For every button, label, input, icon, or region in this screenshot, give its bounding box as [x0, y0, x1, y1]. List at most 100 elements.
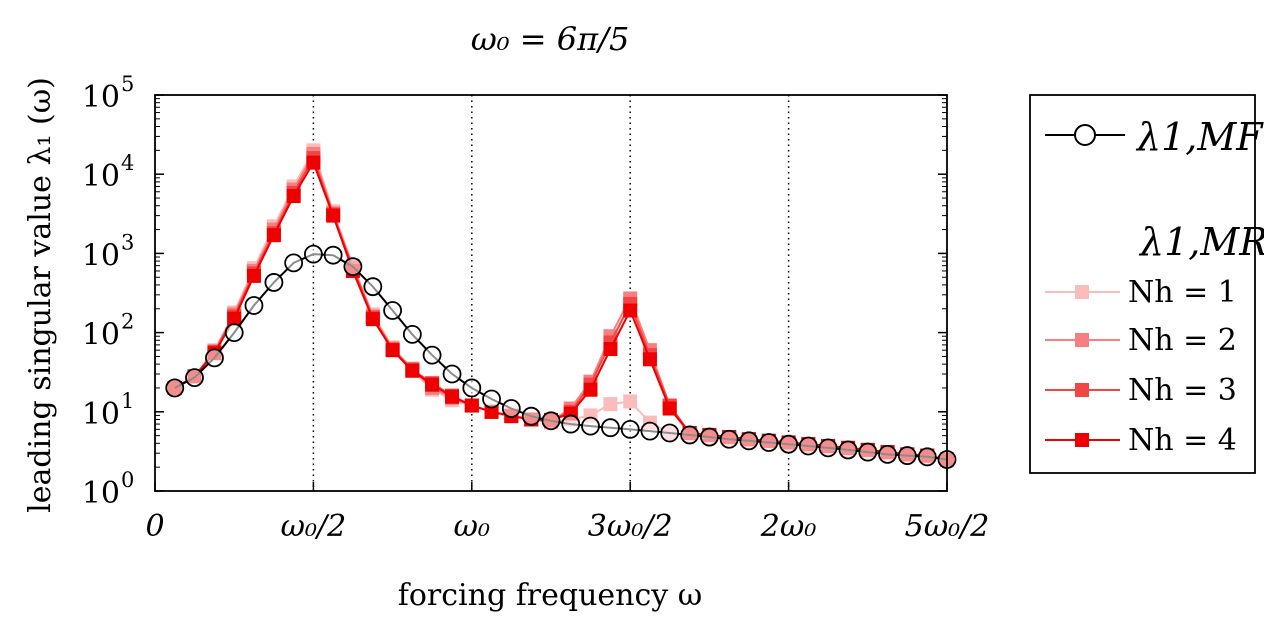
x-ticks: 0 ω₀/2 ω₀ 3ω₀/2 2ω₀ 5ω₀/2 [145, 482, 989, 544]
data-point [561, 414, 581, 434]
data-point [462, 378, 482, 398]
plot-frame [154, 94, 948, 492]
data-point [363, 277, 383, 297]
legend-label-mf: λ1,MF [1135, 115, 1264, 159]
data-point [642, 352, 657, 367]
data-point [323, 245, 343, 265]
legend-label-nh3: Nh = 3 [1128, 373, 1237, 408]
legend-marker-nh4 [1075, 433, 1089, 447]
data-point [660, 423, 680, 443]
data-point [244, 296, 264, 315]
y-tick-label-4: 10 [82, 159, 120, 194]
legend-item-nh1: Nh = 1 [1045, 275, 1237, 310]
data-point [501, 399, 521, 418]
y-tick-label-exp-0: 0 [121, 468, 134, 492]
x-tick-label-1: ω₀/2 [281, 509, 347, 544]
data-point [583, 382, 598, 397]
legend-item-nh3: Nh = 3 [1045, 373, 1237, 408]
data-point [405, 363, 420, 378]
data-point [205, 348, 224, 368]
data-point [521, 406, 541, 426]
data-point [264, 273, 284, 292]
data-point [365, 312, 380, 327]
y-tick-label-2: 10 [82, 318, 120, 353]
vertical-guides [312, 95, 790, 491]
data-point [385, 343, 400, 358]
data-point [464, 398, 479, 413]
data-point [917, 447, 937, 467]
data-point [581, 416, 600, 436]
data-point [603, 342, 618, 357]
data-point [266, 228, 281, 243]
x-tick-label-2: ω₀ [454, 509, 491, 544]
data-point [303, 244, 323, 264]
data-point [286, 189, 301, 204]
data-point [897, 446, 917, 465]
data-point [185, 368, 204, 388]
data-point [798, 436, 818, 456]
data-point [759, 433, 779, 452]
series-3 [167, 151, 954, 467]
data-point [343, 257, 363, 277]
data-point [779, 434, 798, 454]
data-point [246, 268, 261, 283]
y-axis-label: leading singular value λ₁ (ω) [23, 77, 58, 513]
data-point [603, 397, 618, 412]
chart-title: ω₀ = 6π/5 [471, 20, 630, 58]
data-point [620, 419, 640, 439]
data-point [224, 323, 244, 343]
data-point [719, 429, 739, 449]
data-point [227, 311, 242, 326]
data-point [623, 394, 638, 409]
y-tick-label-0: 10 [82, 476, 120, 511]
data-point [326, 208, 341, 223]
data-point [601, 418, 620, 438]
data-point [878, 444, 897, 464]
y-tick-label-exp-1: 1 [121, 389, 134, 413]
data-point [306, 155, 321, 170]
y-tick-label-1: 10 [82, 397, 120, 432]
data-point [838, 440, 858, 460]
legend-marker-nh3 [1075, 383, 1089, 397]
series-line-4 [174, 160, 948, 461]
legend-box [1029, 94, 1256, 474]
x-tick-label-5: 5ω₀/2 [905, 509, 990, 544]
x-tick-label-0: 0 [145, 509, 164, 544]
x-axis-label: forcing frequency ω [398, 578, 703, 613]
legend-marker-nh1 [1075, 285, 1089, 299]
data-point [425, 377, 440, 392]
data-point [680, 425, 700, 445]
series-group [165, 143, 957, 469]
series-2 [167, 146, 954, 467]
data-point [541, 411, 561, 431]
data-point [640, 421, 660, 441]
legend-label-nh2: Nh = 2 [1128, 323, 1237, 358]
y-tick-label-3: 10 [82, 238, 120, 273]
series-1 [167, 143, 954, 467]
y-tick-label-exp-4: 4 [121, 151, 134, 175]
data-point [858, 442, 878, 462]
legend-title-mr: λ1,MR [1138, 220, 1264, 264]
legend-item-nh4: Nh = 4 [1045, 423, 1237, 458]
data-point [623, 303, 638, 318]
data-point [383, 301, 403, 320]
data-point [445, 389, 460, 404]
data-point [422, 345, 442, 365]
legend-label-nh4: Nh = 4 [1128, 423, 1237, 458]
y-tick-label-exp-5: 5 [121, 72, 134, 96]
legend: λ1,MF λ1,MR Nh = 1 Nh = 2 Nh = 3 Nh = 4 [1029, 94, 1264, 474]
data-point [442, 364, 462, 384]
data-point [484, 404, 499, 419]
data-point [402, 324, 422, 344]
y-tick-label-exp-2: 2 [121, 310, 134, 334]
x-tick-label-4: 2ω₀ [760, 509, 817, 544]
data-point [482, 389, 501, 409]
legend-marker-mf [1074, 124, 1096, 146]
series-line-0 [174, 253, 948, 461]
data-point [818, 438, 838, 458]
x-tick-label-3: 3ω₀/2 [588, 509, 673, 544]
data-point [739, 431, 759, 451]
legend-item-nh2: Nh = 2 [1045, 323, 1237, 358]
data-point [165, 378, 185, 398]
